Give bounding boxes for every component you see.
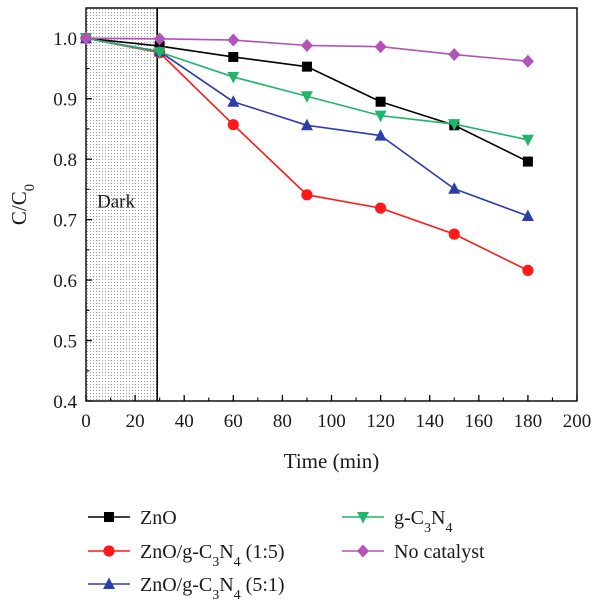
data-point <box>300 38 313 52</box>
y-tick-label: 0.9 <box>53 90 77 111</box>
data-point <box>448 228 460 240</box>
data-point <box>227 71 240 84</box>
data-point <box>153 32 166 46</box>
data-point <box>227 33 240 47</box>
data-point <box>374 129 387 141</box>
plot-area: Dark 0 20 40 60 80 100 120 140 160 180 200 0.4 0.5 0.6… <box>7 7 592 473</box>
dark-region <box>86 8 158 401</box>
data-point <box>300 118 313 131</box>
data-point <box>228 51 239 62</box>
legend-label: ZnO <box>140 507 177 529</box>
legend-marker <box>104 512 114 522</box>
x-tick-label: 180 <box>514 411 543 432</box>
legend-marker <box>103 545 115 557</box>
x-tick-label: 160 <box>465 411 494 432</box>
data-point <box>521 54 534 68</box>
y-tick-label: 0.7 <box>53 211 77 232</box>
dark-label: Dark <box>97 192 135 213</box>
x-tick-label: 60 <box>224 411 243 432</box>
data-point <box>301 189 313 201</box>
data-point <box>448 119 461 131</box>
y-tick-label: 0.4 <box>53 392 77 413</box>
data-point <box>375 96 386 107</box>
legend-marker <box>357 544 369 558</box>
x-tick-label: 40 <box>175 411 194 432</box>
x-tick-label: 20 <box>126 411 145 432</box>
legend-item: ZnO <box>88 507 177 529</box>
data-point <box>448 182 461 194</box>
legend-item: ZnO/g-C3N4 (5:1) <box>88 574 285 603</box>
x-tick-label: 120 <box>366 411 395 432</box>
data-point <box>375 202 387 214</box>
data-point <box>521 134 534 147</box>
data-point <box>374 110 387 123</box>
series-5 <box>80 31 534 68</box>
data-point <box>301 61 312 72</box>
legend-label: ZnO/g-C3N4 (5:1) <box>140 574 285 603</box>
y-tick-label: 0.6 <box>53 271 77 292</box>
legend-item: No catalyst <box>342 541 485 563</box>
x-tick-label: 80 <box>273 411 292 432</box>
x-tick-label: 140 <box>415 411 444 432</box>
x-tick-label: 200 <box>563 411 592 432</box>
y-axis-title: C/C0 <box>7 184 38 225</box>
legend-marker <box>357 512 369 524</box>
data-point <box>448 48 461 62</box>
legend-marker <box>103 577 115 589</box>
data-point <box>80 31 92 45</box>
x-tick-label: 100 <box>317 411 346 432</box>
legend: ZnO ZnO/g-C3N4 (1:5) ZnO/g-C3N4 (5:1) g-C3N… <box>88 507 485 603</box>
x-tick-label: 0 <box>81 411 91 432</box>
legend-label: No catalyst <box>394 541 485 563</box>
y-tick-label: 1.0 <box>53 29 77 50</box>
data-point <box>227 119 239 131</box>
data-point <box>522 156 533 167</box>
data-point <box>522 264 534 277</box>
legend-item: g-C3N4 <box>342 507 452 536</box>
data-point <box>521 209 534 221</box>
axes-frame <box>85 7 578 402</box>
legend-item: ZnO/g-C3N4 (1:5) <box>88 541 285 570</box>
legend-label: ZnO/g-C3N4 (1:5) <box>140 541 285 570</box>
data-point <box>374 40 387 54</box>
data-point <box>300 91 313 103</box>
legend-label: g-C3N4 <box>394 507 452 536</box>
y-tick-label: 0.5 <box>53 332 77 353</box>
data-point <box>153 47 166 59</box>
x-axis-title: Time (min) <box>284 449 379 473</box>
data-point <box>227 95 240 107</box>
y-tick-label: 0.8 <box>53 150 77 171</box>
